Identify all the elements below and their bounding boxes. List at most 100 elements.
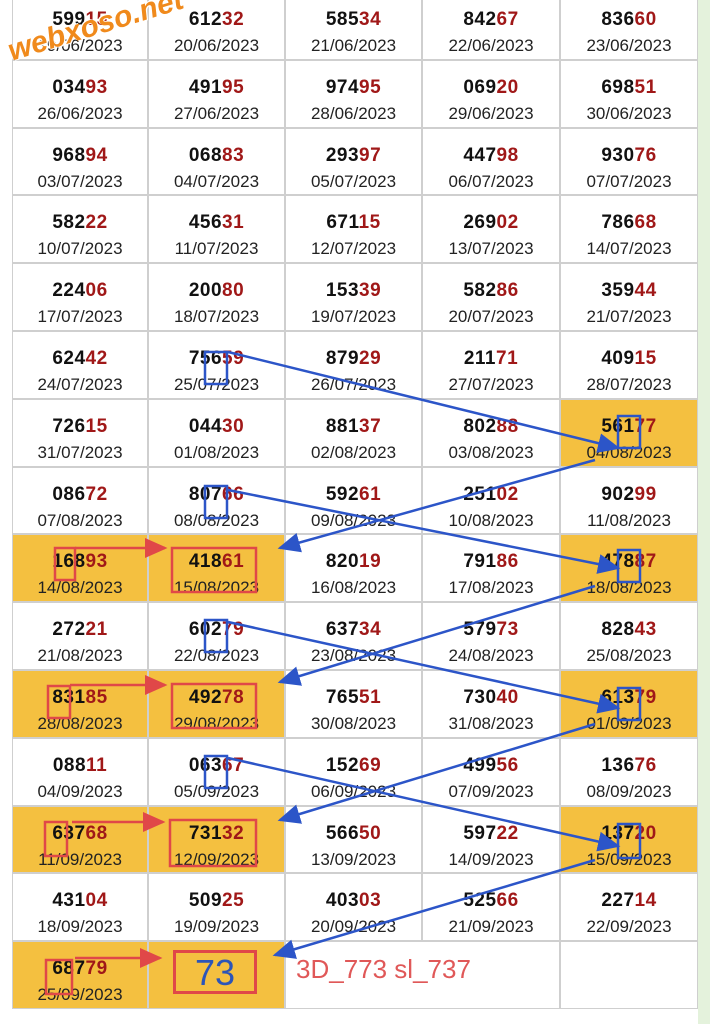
number-tail: 04 xyxy=(85,890,108,912)
result-number: 58222 xyxy=(13,212,147,234)
number-head: 930 xyxy=(601,144,635,166)
number-head: 902 xyxy=(601,483,635,505)
number-tail: 93 xyxy=(85,76,108,98)
number-tail: 83 xyxy=(222,144,245,166)
blue-links xyxy=(203,350,642,959)
number-head: 791 xyxy=(463,551,497,573)
number-head: 359 xyxy=(601,280,635,302)
result-cell: 25102 10/08/2023 xyxy=(422,466,560,535)
result-date: 14/09/2023 xyxy=(448,849,534,869)
number-tail: 02 xyxy=(496,212,519,234)
number-tail: 15 xyxy=(358,212,381,234)
number-head: 088 xyxy=(52,754,87,776)
result-date: 27/06/2023 xyxy=(173,103,260,123)
result-cell: 83660 23/06/2023 xyxy=(560,0,698,60)
result-date: 18/09/2023 xyxy=(37,917,123,937)
result-date: 07/09/2023 xyxy=(448,781,534,801)
number-tail: 61 xyxy=(222,551,245,573)
result-date: 17/08/2023 xyxy=(448,578,534,598)
result-cell: 35944 21/07/2023 xyxy=(560,263,698,331)
number-tail: 21 xyxy=(85,619,108,641)
result-date: 22/06/2023 xyxy=(448,36,534,55)
number-head: 211 xyxy=(463,348,496,369)
result-cell: 16893 14/08/2023 xyxy=(12,534,148,603)
result-cell: 90299 11/08/2023 xyxy=(560,466,698,535)
result-cell: 15269 06/09/2023 xyxy=(285,737,422,806)
number-tail: 34 xyxy=(359,9,382,30)
result-number: 35944 xyxy=(561,280,697,302)
number-head: 836 xyxy=(601,9,635,30)
result-number: 78668 xyxy=(561,212,697,234)
number-head: 044 xyxy=(188,415,223,437)
result-date: 23/08/2023 xyxy=(310,646,397,666)
note: 3D_773 sl_737 xyxy=(296,954,471,985)
result-cell: 62442 24/07/2023 xyxy=(12,331,148,399)
number-head: 802 xyxy=(463,415,497,437)
number-head: 153 xyxy=(325,280,360,302)
number-head: 068 xyxy=(188,144,223,166)
number-head: 879 xyxy=(325,348,360,369)
result-cell: 83185 28/08/2023 xyxy=(12,670,148,738)
number-head: 200 xyxy=(188,280,223,302)
result-cell: 56650 13/09/2023 xyxy=(285,805,422,874)
result-number: 59915 xyxy=(13,9,147,31)
result-cell: 79186 17/08/2023 xyxy=(422,534,560,603)
result-date: 08/09/2023 xyxy=(586,781,672,801)
number-head: 168 xyxy=(52,551,86,573)
result-cell: 88137 02/08/2023 xyxy=(285,398,422,467)
number-head: 597 xyxy=(463,822,497,844)
result-number: 29397 xyxy=(286,145,421,167)
result-date: 30/08/2023 xyxy=(310,714,397,733)
result-cell: 44798 06/07/2023 xyxy=(422,127,560,196)
result-date: 03/08/2023 xyxy=(448,442,534,462)
number-head: 034 xyxy=(52,76,86,98)
result-number: 96894 xyxy=(13,145,147,167)
result-cell: 61232 20/06/2023 xyxy=(148,0,285,60)
result-number: 72615 xyxy=(13,416,147,438)
number-tail: 71 xyxy=(496,348,519,369)
result-number: 41861 xyxy=(149,551,284,573)
number-tail: 68 xyxy=(85,822,108,844)
result-cell: 67115 12/07/2023 xyxy=(285,195,422,264)
result-date: 20/06/2023 xyxy=(173,36,260,55)
result-date: 03/07/2023 xyxy=(37,171,123,191)
result-number: 04430 xyxy=(149,416,284,438)
number-head: 687 xyxy=(52,958,86,980)
result-cell: 21171 27/07/2023 xyxy=(422,331,560,399)
number-head: 447 xyxy=(463,144,497,166)
result-date: 18/08/2023 xyxy=(586,578,672,598)
result-date: 13/07/2023 xyxy=(448,239,534,259)
number-tail: 56 xyxy=(496,754,519,776)
number-tail: 68 xyxy=(634,212,657,234)
result-cell: 08811 04/09/2023 xyxy=(12,737,148,806)
number-head: 726 xyxy=(52,415,86,437)
number-head: 881 xyxy=(325,415,360,437)
result-number: 83185 xyxy=(13,687,147,709)
result-number: 63768 xyxy=(13,823,147,845)
result-number: 16893 xyxy=(13,551,147,573)
result-cell: 49195 27/06/2023 xyxy=(148,59,285,128)
result-cell: 22406 17/07/2023 xyxy=(12,263,148,331)
result-date: 13/09/2023 xyxy=(310,849,397,869)
number-head: 227 xyxy=(601,890,635,912)
result-cell: 63768 11/09/2023 xyxy=(12,805,148,874)
result-number: 03493 xyxy=(13,77,147,99)
result-date: 01/08/2023 xyxy=(173,442,260,462)
result-cell: 78668 14/07/2023 xyxy=(560,195,698,264)
number-tail: 11 xyxy=(86,754,108,776)
result-number: 49195 xyxy=(149,77,284,99)
number-head: 637 xyxy=(52,822,86,844)
result-number: 67115 xyxy=(286,212,421,234)
result-cell: 57973 24/08/2023 xyxy=(422,602,560,670)
result-date: 12/07/2023 xyxy=(310,239,397,259)
result-date: 07/07/2023 xyxy=(586,171,672,191)
result-date: 04/09/2023 xyxy=(37,781,123,801)
number-tail: 37 xyxy=(359,415,382,437)
result-date: 12/09/2023 xyxy=(173,849,260,869)
result-cell: 45631 11/07/2023 xyxy=(148,195,285,264)
number-tail: 98 xyxy=(496,144,519,166)
number-tail: 79 xyxy=(85,958,108,980)
result-number: 62442 xyxy=(13,348,147,370)
result-cell: 27221 21/08/2023 xyxy=(12,602,148,670)
